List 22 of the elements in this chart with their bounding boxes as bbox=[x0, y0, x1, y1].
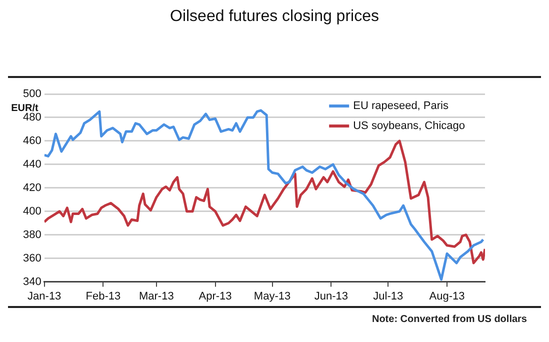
x-tick-label: Feb-13 bbox=[86, 290, 121, 302]
y-tick-label: 440 bbox=[22, 158, 42, 170]
y-tick-label: 380 bbox=[22, 228, 42, 241]
text: Note: Converted from US dollars bbox=[372, 314, 527, 325]
y-tick-label: 460 bbox=[22, 134, 42, 147]
y-tick-label: 360 bbox=[22, 252, 42, 264]
legend-label: EU rapeseed, Paris bbox=[353, 100, 449, 112]
chart-title: Oilseed futures closing prices bbox=[169, 8, 380, 26]
y-axis-title: EUR/t bbox=[11, 102, 40, 114]
y-tick-label: 400 bbox=[22, 205, 42, 218]
legend-label: US soybeans, Chicago bbox=[353, 120, 466, 132]
x-tick-label: Apr-13 bbox=[198, 290, 232, 302]
y-tick-label: 420 bbox=[22, 182, 42, 194]
x-tick-label: Jul-13 bbox=[373, 290, 404, 302]
x-tick-label: Jun-13 bbox=[314, 290, 348, 302]
y-tick-label: 480 bbox=[22, 112, 42, 124]
x-tick-label: Aug-13 bbox=[429, 290, 465, 302]
y-tick-label: 340 bbox=[22, 276, 42, 288]
y-tick-label: 500 bbox=[22, 88, 42, 100]
x-tick-label: Mar-13 bbox=[138, 290, 174, 302]
x-tick-label: Jan-13 bbox=[28, 290, 62, 302]
x-tick-label: May-13 bbox=[254, 290, 291, 302]
